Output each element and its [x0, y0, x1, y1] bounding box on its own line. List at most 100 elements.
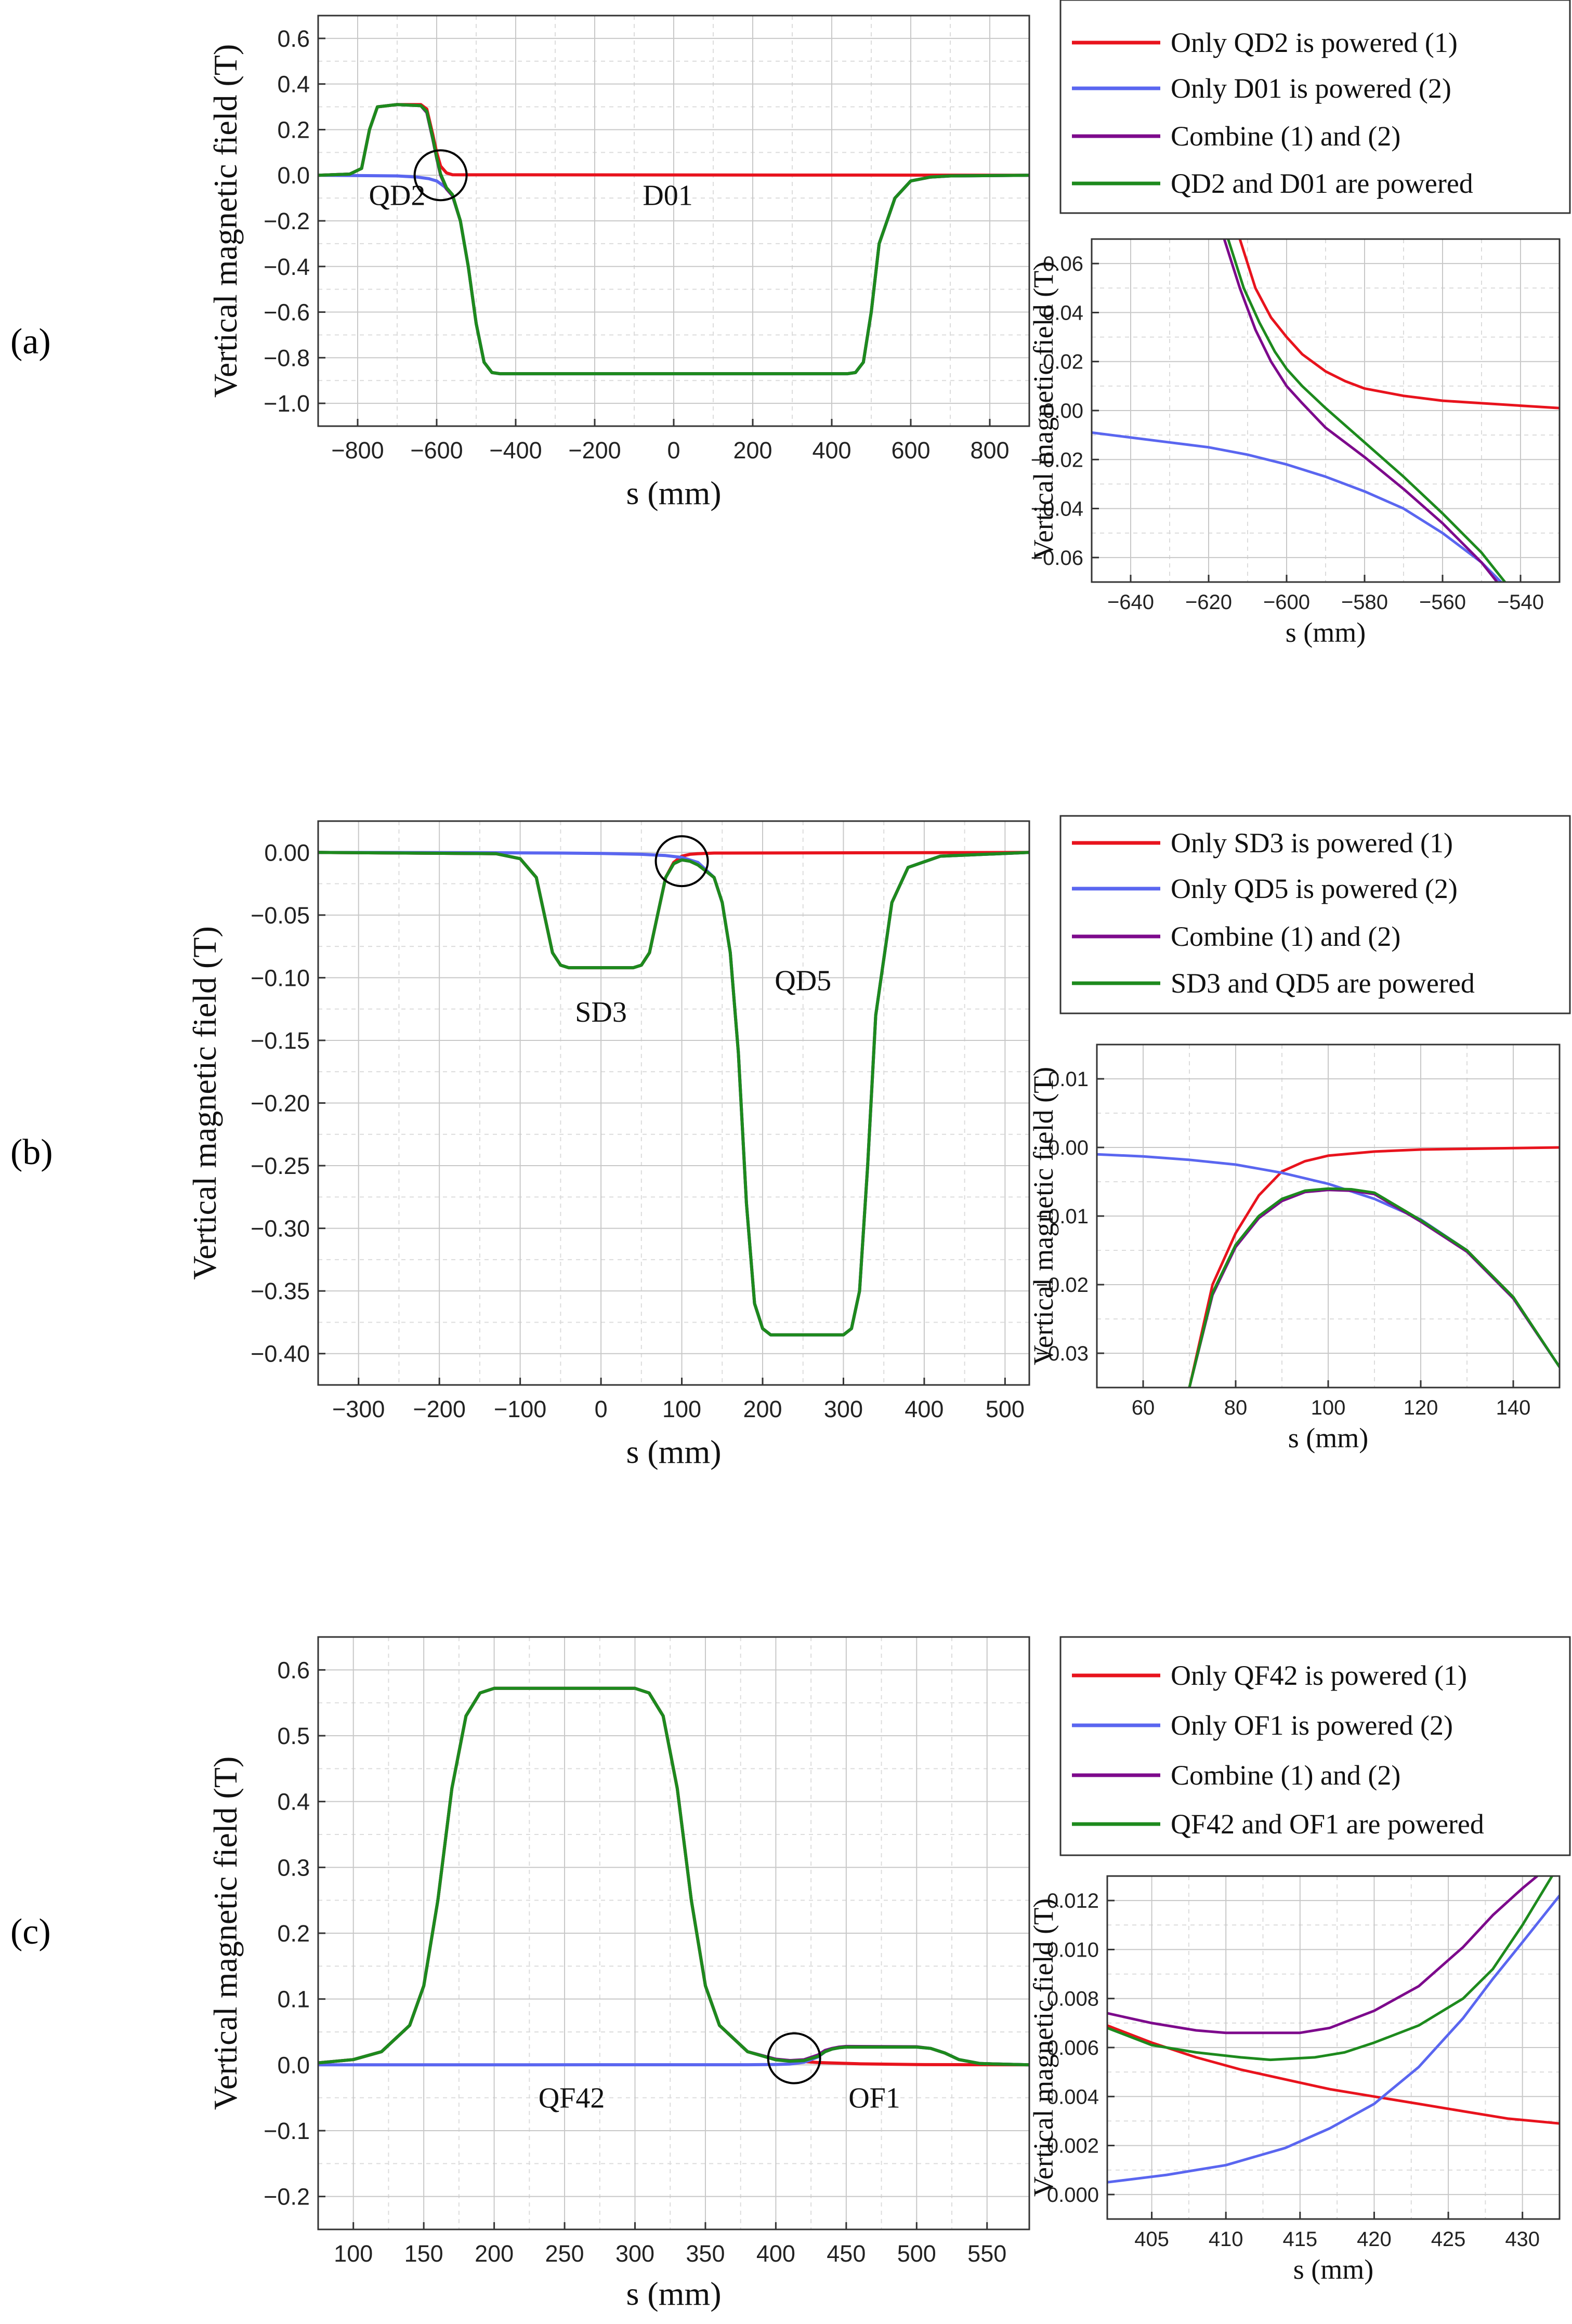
- y-tick-label: 0.00: [264, 839, 310, 866]
- y-axis-label: Vertical magnetic field (T): [1028, 261, 1059, 560]
- y-tick-label: 0.4: [277, 71, 310, 98]
- x-tick-label: −600: [410, 437, 463, 464]
- x-tick-label: 200: [743, 1396, 782, 1422]
- x-axis-label: s (mm): [626, 2275, 721, 2312]
- y-tick-label: −1.0: [264, 390, 310, 417]
- panel-label-b: (b): [10, 1132, 53, 1172]
- x-axis-label: s (mm): [1293, 2254, 1374, 2285]
- x-tick-label: −200: [568, 437, 621, 464]
- series-line-blue: [1107, 1894, 1560, 2184]
- series-line-purple: [1223, 239, 1499, 582]
- magnet-annotation: OF1: [848, 2082, 900, 2115]
- y-tick-label: 0.04: [1043, 301, 1083, 324]
- legend-a-frame: [1059, 0, 1571, 214]
- y-tick-label: 0.000: [1047, 2184, 1099, 2207]
- y-tick-label: −0.02: [1036, 1274, 1089, 1297]
- chart-c-main: 100 150 200 250 300 350 400 450 500 550 0.6 0.5 0.4 0…: [207, 1636, 1030, 2312]
- legend-c-label-1: Only OF1 is powered (2): [1171, 1710, 1453, 1741]
- series-line-purple: [1107, 1876, 1539, 2035]
- series-line-green: [1107, 1876, 1554, 2062]
- chart-b-inset: 60 80 100 120 140 0.01 0.00 −0.01 −0.02 −0.03 s (m…: [1028, 1044, 1561, 1454]
- legend-c: Only QF42 is powered (1) Only OF1 is pow…: [1059, 1636, 1571, 1856]
- x-axis-label: s (mm): [626, 474, 721, 511]
- series-line-red: [318, 851, 1029, 970]
- x-tick-label: 425: [1431, 2228, 1466, 2251]
- x-tick-label: 400: [756, 2240, 795, 2267]
- y-tick-label: −0.04: [1031, 498, 1083, 521]
- magnet-annotation: D01: [643, 179, 692, 212]
- y-tick-label: 0.002: [1047, 2135, 1099, 2158]
- x-tick-label: 450: [827, 2240, 866, 2267]
- legend-b-label-1: Only QD5 is powered (2): [1171, 873, 1458, 904]
- series-line-red: [1107, 2024, 1560, 2125]
- x-tick-label: −540: [1497, 591, 1544, 614]
- y-tick-label: −0.03: [1036, 1342, 1089, 1365]
- y-axis-label: Vertical magnetic field (T): [1028, 1898, 1059, 2197]
- y-tick-label: 0.5: [277, 1723, 310, 1749]
- legend-b-frame: [1059, 815, 1571, 1014]
- panel-label-a: (a): [10, 322, 51, 362]
- x-tick-label: 800: [970, 437, 1009, 464]
- plot-frame: [317, 15, 1030, 427]
- x-tick-label: 400: [812, 437, 851, 464]
- plot-frame: [1106, 1875, 1561, 2220]
- x-axis-label: s (mm): [1286, 617, 1366, 648]
- series-line-blue: [318, 851, 1029, 1337]
- y-tick-label: −0.35: [251, 1278, 310, 1304]
- y-tick-label: −0.1: [264, 2118, 310, 2144]
- x-tick-label: 140: [1496, 1396, 1531, 1419]
- series-line-green: [1227, 239, 1507, 582]
- x-tick-label: 100: [662, 1396, 701, 1422]
- y-tick-label: −0.10: [251, 965, 310, 991]
- x-tick-label: 80: [1224, 1396, 1248, 1419]
- y-tick-label: 0.0: [277, 2052, 310, 2078]
- x-tick-label: 400: [905, 1396, 944, 1422]
- y-tick-label: −0.15: [251, 1027, 310, 1054]
- y-tick-label: 0.01: [1048, 1068, 1089, 1091]
- legend-a-label-0: Only QD2 is powered (1): [1171, 27, 1458, 58]
- y-tick-label: −0.30: [251, 1216, 310, 1242]
- magnet-annotation: SD3: [575, 996, 627, 1028]
- x-tick-label: 600: [891, 437, 930, 464]
- legend-a-label-1: Only D01 is powered (2): [1171, 73, 1451, 104]
- plot-frame: [1091, 238, 1561, 583]
- y-tick-label: −0.06: [1031, 547, 1083, 570]
- legend-b-label-0: Only SD3 is powered (1): [1171, 827, 1453, 859]
- y-tick-label: −0.25: [251, 1153, 310, 1179]
- x-tick-label: 430: [1505, 2228, 1540, 2251]
- y-tick-label: 0.06: [1043, 253, 1083, 275]
- x-tick-label: 120: [1404, 1396, 1438, 1419]
- x-axis-label: s (mm): [626, 1433, 721, 1470]
- series-line-green: [1188, 1187, 1560, 1388]
- y-tick-label: 0.1: [277, 1986, 310, 2013]
- series-line-green: [318, 1686, 1029, 2067]
- chart-a-main: −800 −600 −400 −200 0 200 400 600 800 0.6 0.4 0.2 0.…: [207, 15, 1030, 511]
- x-tick-label: 200: [475, 2240, 514, 2267]
- series-line-purple: [318, 1686, 1029, 2067]
- y-axis-label: Vertical magnetic field (T): [1028, 1067, 1059, 1365]
- x-tick-label: 410: [1209, 2228, 1243, 2251]
- x-tick-label: 0: [667, 437, 680, 464]
- legend-b-label-3: SD3 and QD5 are powered: [1171, 968, 1475, 999]
- chart-c-inset: 405 410 415 420 425 430 0.012 0.010 0.008 0.006 0.…: [1028, 1875, 1561, 2285]
- x-tick-label: 250: [545, 2240, 584, 2267]
- legend-a: Only QD2 is powered (1) Only D01 is powe…: [1059, 0, 1571, 214]
- legend-a-label-2: Combine (1) and (2): [1171, 121, 1400, 152]
- legend-c-label-2: Combine (1) and (2): [1171, 1760, 1400, 1791]
- y-tick-label: −0.01: [1036, 1205, 1089, 1228]
- x-tick-label: −560: [1419, 591, 1466, 614]
- y-tick-label: 0.2: [277, 116, 310, 143]
- x-axis-label: s (mm): [1288, 1422, 1369, 1454]
- series-line-red: [318, 1686, 1029, 2067]
- y-tick-label: 0.3: [277, 1854, 310, 1881]
- zoom-region-circle: [767, 2032, 821, 2084]
- y-tick-label: −0.6: [264, 299, 310, 326]
- x-tick-label: 420: [1357, 2228, 1392, 2251]
- y-tick-label: −0.8: [264, 345, 310, 371]
- plot-frame: [1096, 1044, 1561, 1389]
- x-tick-label: −620: [1185, 591, 1232, 614]
- x-tick-label: 405: [1134, 2228, 1169, 2251]
- plot-frame: [317, 1636, 1030, 2230]
- zoom-region-circle: [654, 835, 709, 888]
